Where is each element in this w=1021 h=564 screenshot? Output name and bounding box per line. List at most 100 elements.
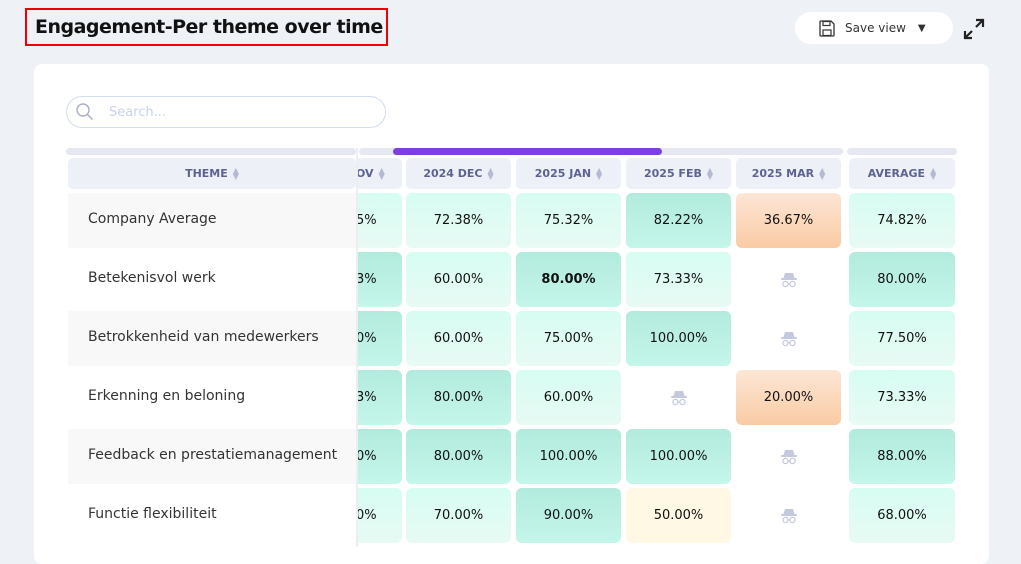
sort-icon: ▲ ▼	[487, 165, 494, 181]
score-value: 74.82%	[877, 213, 927, 228]
incognito-icon	[780, 331, 797, 346]
sort-icon: ▲ ▼	[930, 165, 937, 181]
score-value: 73.33%	[877, 390, 927, 405]
score-cell[interactable]: 60.00%	[516, 370, 621, 425]
score-value: 68.00%	[877, 508, 927, 523]
score-value: 5%	[356, 213, 377, 228]
score-cell[interactable]: 88.00%	[849, 429, 955, 484]
score-cell[interactable]	[626, 370, 731, 425]
score-cell[interactable]: 70.00%	[406, 488, 511, 543]
frozen-column-divider	[356, 148, 358, 547]
scrollbar-thumb[interactable]	[393, 148, 662, 155]
score-value: 80.00%	[433, 449, 484, 464]
score-cell[interactable]: 0%	[356, 488, 402, 543]
caret-down-icon: ▼	[917, 22, 926, 34]
score-cell[interactable]: 3%	[356, 370, 402, 425]
score-cell[interactable]: 100.00%	[626, 311, 731, 366]
score-cell[interactable]: 80.00%	[406, 429, 511, 484]
score-cell[interactable]: 77.50%	[849, 311, 955, 366]
score-cell[interactable]: 68.00%	[849, 488, 955, 543]
score-cell[interactable]: 82.22%	[626, 193, 731, 248]
incognito-icon	[670, 390, 687, 405]
score-value: 90.00%	[543, 508, 594, 523]
score-cell[interactable]: 90.00%	[516, 488, 621, 543]
score-cell[interactable]: 100.00%	[626, 429, 731, 484]
score-cell[interactable]: 5%	[356, 193, 402, 248]
sort-icon: ▲ ▼	[232, 165, 239, 181]
save-view-button[interactable]: Save view ▼	[795, 12, 953, 44]
score-value: 0%	[356, 331, 377, 346]
header-label: AVERAGE	[867, 167, 926, 180]
score-cell[interactable]: 36.67%	[736, 193, 841, 248]
theme-cell[interactable]: Company Average	[68, 193, 356, 248]
column-header[interactable]: AVERAGE ▲ ▼	[849, 158, 955, 189]
column-header[interactable]: OV ▲ ▼	[356, 158, 402, 189]
score-cell[interactable]: 73.33%	[626, 252, 731, 307]
score-value: 3%	[356, 272, 377, 287]
score-value: 50.00%	[653, 508, 704, 523]
score-value: 88.00%	[877, 449, 927, 464]
score-cell[interactable]: 60.00%	[406, 252, 511, 307]
header-label: 2025 MAR	[751, 167, 815, 180]
frozen-scroll-track	[66, 148, 356, 155]
search-field[interactable]	[66, 96, 386, 128]
score-cell[interactable]: 72.38%	[406, 193, 511, 248]
column-header[interactable]: 2024 DEC ▲ ▼	[406, 158, 511, 189]
theme-cell[interactable]: Functie flexibiliteit	[88, 506, 217, 522]
score-cell[interactable]: 80.00%	[516, 252, 621, 307]
score-value: 75.32%	[543, 213, 594, 228]
score-value: 73.33%	[653, 272, 704, 287]
score-cell[interactable]: 80.00%	[849, 252, 955, 307]
score-cell[interactable]: 20.00%	[736, 370, 841, 425]
score-cell[interactable]: 0%	[356, 311, 402, 366]
score-value: 77.50%	[877, 331, 927, 346]
floppy-disk-icon	[819, 19, 835, 37]
score-cell[interactable]	[736, 488, 841, 543]
score-cell[interactable]	[736, 429, 841, 484]
sort-icon: ▲ ▼	[378, 165, 385, 181]
score-value: 70.00%	[433, 508, 484, 523]
score-cell[interactable]: 100.00%	[516, 429, 621, 484]
theme-cell[interactable]: Betrokkenheid van medewerkers	[68, 311, 356, 366]
theme-cell[interactable]: Erkenning en beloning	[88, 388, 246, 404]
score-value: 82.22%	[653, 213, 704, 228]
score-cell[interactable]: 74.82%	[849, 193, 955, 248]
incognito-icon	[780, 508, 797, 523]
score-cell[interactable]: 80.00%	[406, 370, 511, 425]
sort-icon: ▲ ▼	[706, 165, 713, 181]
theme-cell[interactable]: Betekenisvol werk	[88, 270, 216, 286]
column-header[interactable]: 2025 FEB ▲ ▼	[626, 158, 731, 189]
header-label: 2025 JAN	[534, 167, 592, 180]
score-value: 36.67%	[763, 213, 814, 228]
score-cell[interactable]: 50.00%	[626, 488, 731, 543]
column-header[interactable]: 2025 MAR ▲ ▼	[736, 158, 841, 189]
sort-icon: ▲ ▼	[819, 165, 826, 181]
score-cell[interactable]: 73.33%	[849, 370, 955, 425]
column-header-theme[interactable]: THEME ▲ ▼	[68, 158, 356, 189]
score-value: 80.00%	[877, 272, 927, 287]
incognito-icon	[780, 449, 797, 464]
column-header[interactable]: 2025 JAN ▲ ▼	[516, 158, 621, 189]
score-cell[interactable]	[736, 311, 841, 366]
expand-icon[interactable]	[962, 17, 986, 41]
save-view-label: Save view	[845, 21, 906, 35]
score-cell[interactable]: 75.32%	[516, 193, 621, 248]
score-cell[interactable]: 75.00%	[516, 311, 621, 366]
theme-cell[interactable]: Feedback en prestatiemanagement	[68, 429, 356, 484]
score-cell[interactable]: 0%	[356, 429, 402, 484]
score-value: 60.00%	[433, 272, 484, 287]
incognito-icon	[780, 272, 797, 287]
sort-icon: ▲ ▼	[596, 165, 603, 181]
score-cell[interactable]	[736, 252, 841, 307]
score-cell[interactable]: 60.00%	[406, 311, 511, 366]
score-value: 20.00%	[763, 390, 814, 405]
average-scroll-track	[847, 148, 957, 155]
score-value: 60.00%	[543, 390, 594, 405]
score-value: 72.38%	[433, 213, 484, 228]
search-input[interactable]	[109, 104, 359, 120]
score-value: 100.00%	[649, 331, 708, 346]
header-label: THEME	[185, 167, 228, 180]
score-cell[interactable]: 3%	[356, 252, 402, 307]
score-value: 80.00%	[433, 390, 484, 405]
header-label: OV	[356, 167, 374, 180]
